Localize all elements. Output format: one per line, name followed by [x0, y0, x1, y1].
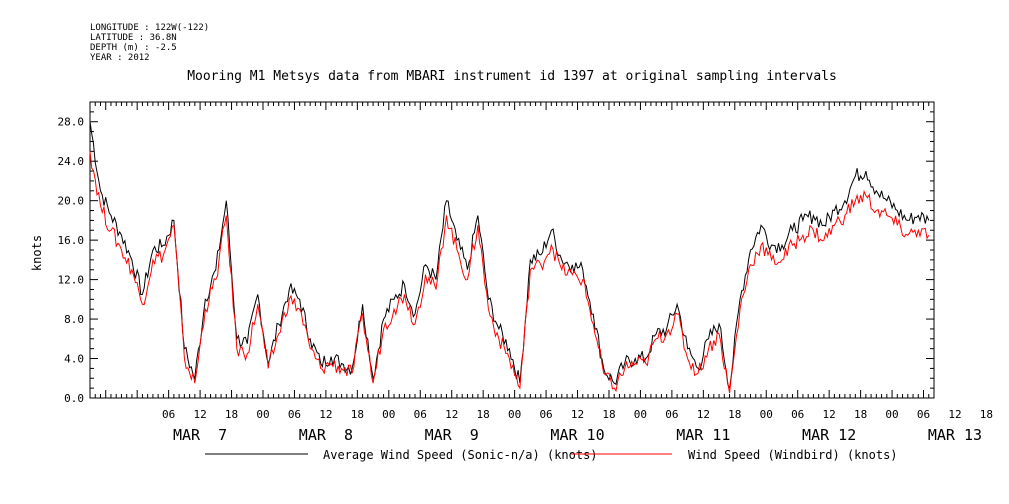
legend-label-avg-wind: Average Wind Speed (Sonic-n/a) (knots): [323, 448, 598, 462]
x-tick-label: 12: [697, 408, 710, 421]
legend: Average Wind Speed (Sonic-n/a) (knots) W…: [205, 448, 898, 462]
series-line-avg-wind-speed: [89, 121, 930, 390]
x-day-label: MAR 7: [173, 426, 227, 444]
x-tick-label: 12: [193, 408, 206, 421]
x-tick-label: 18: [225, 408, 238, 421]
y-tick-label: 24.0: [58, 155, 85, 168]
x-tick-label: 12: [948, 408, 961, 421]
x-tick-label: 00: [760, 408, 773, 421]
y-tick-label: 16.0: [58, 234, 85, 247]
x-tick-label: 00: [634, 408, 647, 421]
x-tick-label: 06: [288, 408, 301, 421]
x-axis: 06 12 18 00 06 12 18 00 06 12 18 00 06 12 18 00 06 12 18 00…: [89, 102, 993, 444]
x-day-label: MAR 8: [299, 426, 353, 444]
x-tick-label: 00: [382, 408, 395, 421]
x-tick-label: 06: [791, 408, 804, 421]
x-tick-label: 18: [980, 408, 993, 421]
x-day-label: MAR 10: [550, 426, 604, 444]
x-tick-label: 12: [823, 408, 836, 421]
x-tick-label: 06: [917, 408, 930, 421]
x-tick-label: 18: [854, 408, 867, 421]
x-day-label: MAR 13: [928, 426, 982, 444]
x-tick-label: 18: [477, 408, 490, 421]
meta-longitude: LONGITUDE : 122W(-122): [90, 23, 209, 33]
meta-latitude: LATITUDE : 36.8N: [90, 33, 177, 43]
x-tick-label: 18: [728, 408, 741, 421]
x-tick-label: 06: [162, 408, 175, 421]
y-tick-label: 4.0: [64, 353, 84, 366]
metadata-block: LONGITUDE : 122W(-122) LATITUDE : 36.8N …: [90, 23, 209, 63]
plot-frame: [89, 101, 935, 399]
series-line-windbird: [89, 151, 930, 394]
x-tick-label: 18: [351, 408, 364, 421]
y-tick-label: 12.0: [58, 274, 85, 287]
series-layer: [89, 121, 930, 394]
y-tick-label: 8.0: [64, 313, 84, 326]
x-tick-label: 06: [414, 408, 427, 421]
x-tick-label: 12: [319, 408, 332, 421]
x-tick-label: 12: [571, 408, 584, 421]
x-tick-label: 00: [885, 408, 898, 421]
x-tick-label: 00: [256, 408, 269, 421]
x-tick-label: 06: [539, 408, 552, 421]
y-tick-label: 0.0: [64, 392, 84, 405]
x-day-label: MAR 12: [802, 426, 856, 444]
x-tick-label: 00: [508, 408, 521, 421]
y-axis: 0.0 4.0 8.0 12.0 16.0 20.0 24.0 28.0: [58, 101, 934, 405]
x-day-label: MAR 11: [676, 426, 730, 444]
x-day-label: MAR 9: [425, 426, 479, 444]
x-tick-label: 12: [445, 408, 458, 421]
y-tick-label: 28.0: [58, 116, 85, 129]
y-axis-label: knots: [30, 235, 44, 271]
y-tick-label: 20.0: [58, 195, 85, 208]
meta-depth: DEPTH (m) : -2.5: [90, 43, 177, 53]
chart-title: Mooring M1 Metsys data from MBARI instru…: [187, 69, 837, 84]
x-tick-label: 06: [665, 408, 678, 421]
legend-label-windbird: Wind Speed (Windbird) (knots): [688, 448, 898, 462]
meta-year: YEAR : 2012: [90, 53, 150, 63]
x-tick-label: 18: [602, 408, 615, 421]
